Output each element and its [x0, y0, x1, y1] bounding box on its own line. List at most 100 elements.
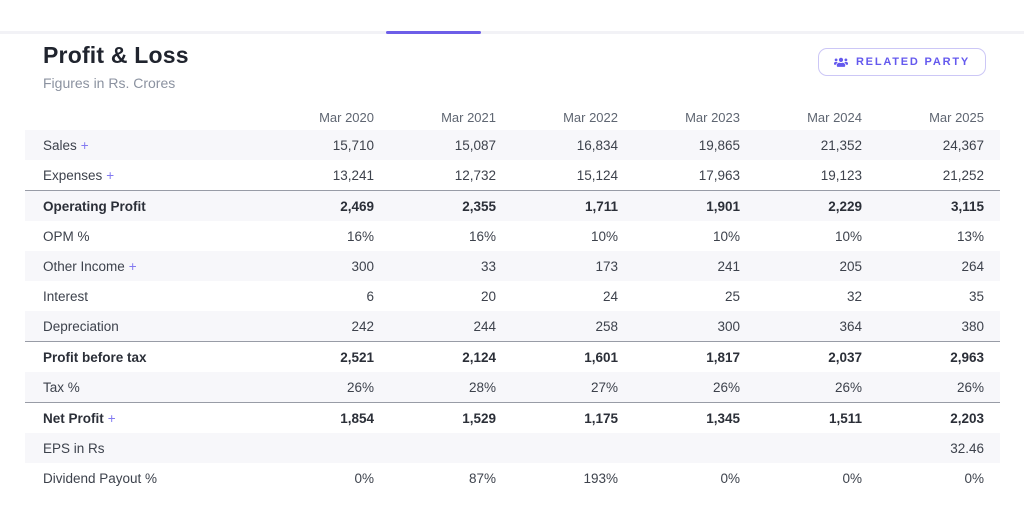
value-cell: 2,521 — [268, 341, 390, 372]
table-row-tax: Tax % 26% 28% 27% 26% 26% 26% — [25, 372, 1000, 403]
value-cell: 2,963 — [878, 341, 1000, 372]
row-label-text: Operating Profit — [43, 198, 146, 214]
value-cell: 364 — [839, 318, 862, 334]
expand-plus-icon[interactable]: + — [106, 167, 115, 183]
value-cell: 2,355 — [390, 190, 512, 221]
value-cell: 2,469 — [268, 190, 390, 221]
value-cell: 17,963 — [698, 167, 740, 183]
value-cell: 3,115 — [878, 190, 1000, 221]
table-row-profit-before-tax: Profit before tax 2,521 2,124 1,601 1,817 2,0… — [25, 341, 1000, 372]
table-row-interest: Interest 6 20 24 25 32 35 — [25, 281, 1000, 311]
section-header: Profit & Loss Figures in Rs. Crores RELA… — [0, 34, 1024, 92]
value-cell: 26% — [956, 379, 984, 395]
users-group-icon — [833, 56, 848, 68]
row-label-net-profit[interactable]: Net Profit + — [25, 402, 268, 433]
top-tab-bar — [0, 0, 1024, 34]
value-cell: 6 — [366, 288, 374, 304]
table-row-opm: OPM % 16% 16% 10% 10% 10% 13% — [25, 221, 1000, 251]
value-cell: 13% — [956, 228, 984, 244]
row-label-text: Profit before tax — [43, 349, 147, 365]
row-label-eps-in-rs: EPS in Rs — [25, 433, 268, 463]
value-cell: 26% — [834, 379, 862, 395]
value-cell: 26% — [712, 379, 740, 395]
value-cell: 1,854 — [268, 402, 390, 433]
value-cell: 173 — [595, 258, 618, 274]
row-label-text: Sales — [43, 137, 77, 153]
related-party-button-label: RELATED PARTY — [855, 56, 970, 68]
row-label-interest: Interest — [25, 281, 268, 311]
table-row-operating-profit: Operating Profit 2,469 2,355 1,711 1,901 2,22… — [25, 190, 1000, 221]
value-cell: 2,203 — [878, 402, 1000, 433]
page-subtitle: Figures in Rs. Crores — [43, 75, 176, 91]
value-cell: 1,345 — [634, 402, 756, 433]
row-label-text: OPM % — [43, 228, 90, 244]
table-row-expenses: Expenses +13,241 12,732 15,124 17,963 19,123 2… — [25, 160, 1000, 191]
value-cell: 32 — [846, 288, 862, 304]
related-party-button[interactable]: RELATED PARTY — [817, 48, 986, 76]
value-cell: 15,124 — [576, 167, 618, 183]
value-cell: 21,252 — [942, 167, 984, 183]
value-cell: 10% — [590, 228, 618, 244]
expand-plus-icon[interactable]: + — [80, 137, 89, 153]
row-label-text: Other Income — [43, 258, 125, 274]
value-cell: 16,834 — [576, 137, 618, 153]
column-header-mar-2020: Mar 2020 — [319, 109, 374, 125]
value-cell: 258 — [595, 318, 618, 334]
row-label-profit-before-tax: Profit before tax — [25, 341, 268, 372]
value-cell: 13,241 — [332, 167, 374, 183]
value-cell — [756, 433, 878, 463]
column-header-mar-2022: Mar 2022 — [563, 109, 618, 125]
column-header-mar-2025: Mar 2025 — [929, 109, 984, 125]
value-cell: 24,367 — [942, 137, 984, 153]
row-label-sales[interactable]: Sales + — [25, 130, 268, 160]
value-cell: 0% — [720, 470, 740, 486]
row-label-expenses[interactable]: Expenses + — [25, 160, 268, 191]
table-row-depreciation: Depreciation 242 244 258 300 364 380 — [25, 311, 1000, 342]
column-header-mar-2024: Mar 2024 — [807, 109, 862, 125]
value-cell: 25 — [724, 288, 740, 304]
value-cell: 244 — [473, 318, 496, 334]
row-label-depreciation: Depreciation — [25, 311, 268, 342]
row-label-other-income[interactable]: Other Income + — [25, 251, 268, 281]
table-header-row: Mar 2020 Mar 2021 Mar 2022 Mar 2023 Mar 2024… — [25, 104, 1000, 130]
expand-plus-icon[interactable]: + — [128, 258, 137, 274]
value-cell: 0% — [354, 470, 374, 486]
value-cell: 241 — [717, 258, 740, 274]
row-label-text: Dividend Payout % — [43, 470, 158, 486]
row-label-tax: Tax % — [25, 372, 268, 403]
value-cell: 0% — [842, 470, 862, 486]
value-cell: 15,087 — [454, 137, 496, 153]
value-cell: 19,865 — [698, 137, 740, 153]
profit-loss-table: Mar 2020 Mar 2021 Mar 2022 Mar 2023 Mar 2024… — [25, 104, 1000, 493]
value-cell: 21,352 — [820, 137, 862, 153]
value-cell: 380 — [961, 318, 984, 334]
value-cell: 193% — [583, 470, 618, 486]
value-cell: 32.46 — [950, 440, 984, 456]
value-cell — [512, 433, 634, 463]
row-label-text: Depreciation — [43, 318, 119, 334]
table-row-net-profit: Net Profit +1,854 1,529 1,175 1,345 1,511 2,20… — [25, 402, 1000, 433]
value-cell — [634, 433, 756, 463]
value-cell: 87% — [468, 470, 496, 486]
page-title: Profit & Loss — [43, 42, 189, 68]
value-cell: 242 — [351, 318, 374, 334]
value-cell: 10% — [834, 228, 862, 244]
row-label-dividend-payout: Dividend Payout % — [25, 463, 268, 493]
value-cell — [268, 433, 390, 463]
table-row-dividend-payout: Dividend Payout % 0% 87% 193% 0% 0% 0% — [25, 463, 1000, 493]
value-cell: 300 — [717, 318, 740, 334]
value-cell: 16% — [346, 228, 374, 244]
row-label-opm: OPM % — [25, 221, 268, 251]
row-label-text: Expenses — [43, 167, 103, 183]
value-cell: 1,601 — [512, 341, 634, 372]
column-header-mar-2023: Mar 2023 — [685, 109, 740, 125]
value-cell: 28% — [468, 379, 496, 395]
expand-plus-icon[interactable]: + — [107, 410, 116, 426]
value-cell — [390, 433, 512, 463]
value-cell: 1,511 — [756, 402, 878, 433]
row-label-text: Tax % — [43, 379, 80, 395]
value-cell: 19,123 — [820, 167, 862, 183]
value-cell: 2,037 — [756, 341, 878, 372]
table-row-eps-in-rs: EPS in Rs 32.46 — [25, 433, 1000, 463]
value-cell: 15,710 — [332, 137, 374, 153]
